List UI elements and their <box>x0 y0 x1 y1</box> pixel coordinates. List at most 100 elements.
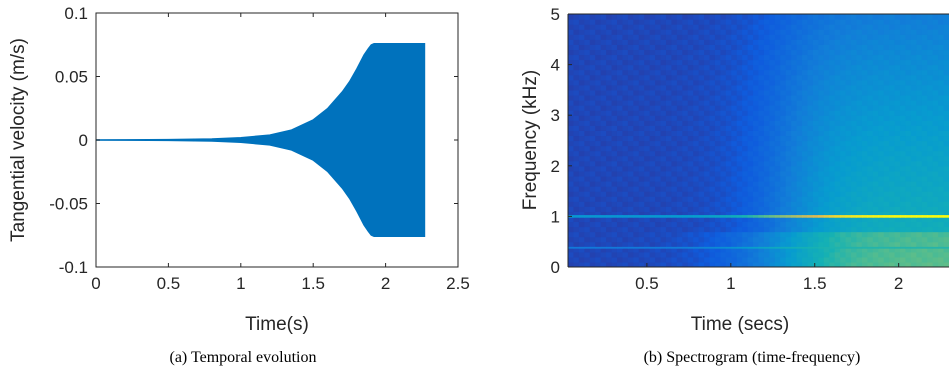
spectrogram-cell <box>693 84 700 91</box>
spectrogram-cell <box>638 201 645 207</box>
spectrogram-cell <box>660 256 667 263</box>
panel-b-xtick-label: 1 <box>726 274 735 293</box>
spectrogram-cell <box>622 44 629 51</box>
spectrogram-cell <box>600 54 607 61</box>
spectrogram-cell <box>584 186 591 192</box>
spectrogram-cell <box>791 160 798 167</box>
spectrogram-cell <box>742 256 749 263</box>
spectrogram-cell <box>736 201 743 207</box>
spectrogram-cell <box>812 59 819 66</box>
spectrogram-cell <box>921 196 928 202</box>
spectrogram-cell <box>616 211 624 217</box>
spectrogram-cell <box>861 246 868 253</box>
spectrogram-cell <box>796 44 803 51</box>
spectrogram-cell <box>921 120 928 126</box>
spectrogram-cell <box>736 175 743 182</box>
spectrogram-cell <box>927 140 934 147</box>
spectrogram-cell <box>780 216 787 223</box>
spectrogram-cell <box>720 201 727 207</box>
spectrogram-cell <box>943 79 949 86</box>
spectrogram-cell <box>769 84 776 91</box>
spectrogram-cell <box>638 110 645 116</box>
spectrogram-cell <box>894 44 901 51</box>
spectrogram-cell <box>725 241 732 248</box>
spectrogram-cell <box>704 140 711 147</box>
spectrogram-cell <box>829 105 836 111</box>
spectrogram-cell <box>812 175 819 182</box>
spectrogram-cell <box>943 59 949 66</box>
spectrogram-cell <box>638 130 645 137</box>
spectrogram-cell <box>595 79 602 86</box>
spectrogram-cell <box>894 130 901 137</box>
spectrogram-cell <box>671 79 678 86</box>
spectrogram-cell <box>589 221 596 228</box>
spectrogram-cell <box>606 69 613 76</box>
spectrogram-cell <box>796 160 803 167</box>
spectrogram-cell <box>829 236 836 243</box>
spectrogram-cell <box>714 79 721 86</box>
spectrogram-cell <box>627 44 634 51</box>
spectrogram-cell <box>769 206 776 212</box>
spectrogram-cell <box>606 160 613 167</box>
spectrogram-cell <box>573 125 580 131</box>
spectrogram-cell <box>698 115 705 121</box>
spectrogram-cell <box>578 69 585 76</box>
spectrogram-cell <box>878 236 885 243</box>
spectrogram-cell <box>943 261 949 267</box>
spectrogram-cell <box>878 150 885 157</box>
spectrogram-cell <box>709 100 716 106</box>
spectrogram-cell <box>905 211 912 217</box>
spectrogram-cell <box>861 180 868 187</box>
spectrogram-cell <box>796 165 803 172</box>
spectrogram-cell <box>633 261 640 267</box>
spectrogram-cell <box>834 24 841 30</box>
spectrogram-cell <box>785 19 792 25</box>
spectrogram-cell <box>568 191 575 197</box>
spectrogram-cell <box>807 59 814 66</box>
spectrogram-cell <box>910 115 917 121</box>
spectrogram-cell <box>867 236 874 243</box>
spectrogram-cell <box>731 130 738 137</box>
spectrogram-cell <box>660 120 667 126</box>
spectrogram-cell <box>932 145 939 152</box>
spectrogram-cell <box>867 196 874 202</box>
spectrogram-cell <box>671 14 678 20</box>
spectrogram-cell <box>693 110 700 116</box>
spectrogram-cell <box>932 59 939 66</box>
spectrogram-cell <box>829 19 836 25</box>
spectrogram-cell <box>742 44 749 51</box>
panel-b-xtick-label: 2 <box>894 274 903 293</box>
spectrogram-cell <box>900 221 907 228</box>
panel-b-spectrogram <box>568 14 949 267</box>
spectrogram-cell <box>736 236 743 243</box>
spectrogram-cell <box>851 201 858 207</box>
spectrogram-cell <box>611 160 618 167</box>
spectrogram-cell <box>742 216 749 223</box>
spectrogram-cell <box>910 170 917 177</box>
spectrogram-cell <box>774 236 781 243</box>
spectrogram-cell <box>687 175 694 182</box>
spectrogram-cell <box>921 130 928 137</box>
spectrogram-cell <box>616 89 624 96</box>
spectrogram-cell <box>938 206 945 212</box>
spectrogram-cell <box>889 236 896 243</box>
spectrogram-cell <box>693 44 700 51</box>
spectrogram-cell <box>644 160 651 167</box>
spectrogram-cell <box>938 196 945 202</box>
spectrogram-cell <box>758 150 765 157</box>
spectrogram-cell <box>938 110 945 116</box>
spectrogram-cell <box>622 165 629 172</box>
spectrogram-cell <box>725 226 732 233</box>
spectral-line-segment <box>807 246 814 249</box>
spectrogram-cell <box>578 170 585 177</box>
spectrogram-cell <box>671 160 678 167</box>
spectrogram-cell <box>589 79 596 86</box>
spectrogram-cell <box>578 206 585 212</box>
spectrogram-cell <box>851 231 858 238</box>
spectrogram-cell <box>578 44 585 51</box>
spectral-line-segment <box>720 215 727 218</box>
spectrogram-cell <box>802 140 809 147</box>
spectrogram-cell <box>584 69 591 76</box>
spectrogram-cell <box>671 74 678 81</box>
spectrogram-cell <box>606 155 613 162</box>
